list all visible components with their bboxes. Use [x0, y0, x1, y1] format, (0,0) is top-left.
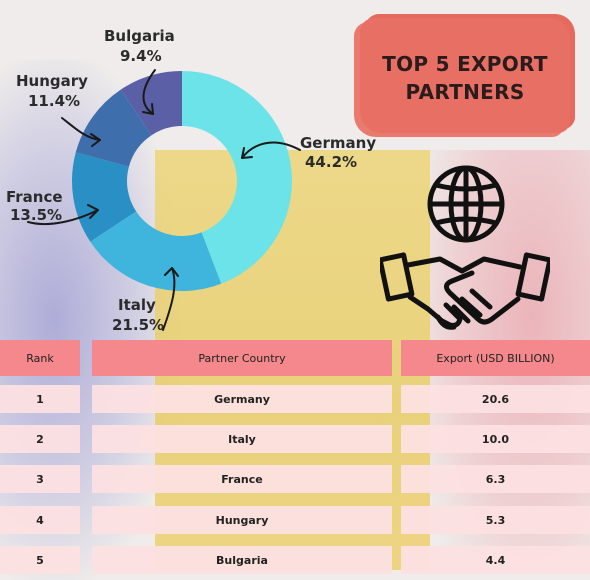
- cell-export: 5.3: [401, 506, 590, 534]
- label-hungary-name: Hungary: [16, 72, 88, 90]
- arrow-hungary-head: [90, 133, 101, 147]
- cell-rank: 5: [0, 546, 80, 574]
- slice-italy: [90, 211, 222, 291]
- cell-country: Germany: [92, 385, 392, 413]
- arrow-germany: [241, 141, 301, 159]
- slice-bulgaria: [120, 71, 182, 136]
- slice-germany: [182, 71, 292, 284]
- label-bulgaria-value: 9.4%: [120, 47, 162, 65]
- cell-export: 4.4: [401, 546, 590, 574]
- header-export: Export (USD BILLION): [401, 340, 590, 376]
- arrow-italy-head: [164, 267, 179, 277]
- header-rank: Rank: [0, 340, 80, 376]
- arrow-bulgaria-head: [142, 103, 154, 115]
- cell-country: Italy: [92, 425, 392, 453]
- cell-export: 20.6: [401, 385, 590, 413]
- arrow-france-head: [87, 204, 99, 219]
- cell-country: France: [92, 465, 392, 493]
- label-hungary-value: 11.4%: [28, 92, 80, 110]
- arrow-italy: [162, 267, 176, 331]
- cell-rank: 3: [0, 465, 80, 493]
- cell-rank: 1: [0, 385, 80, 413]
- arrow-germany-head: [241, 147, 253, 159]
- slice-hungary: [75, 89, 152, 167]
- handshake-icon: [380, 252, 550, 330]
- label-germany-value: 44.2%: [305, 153, 357, 171]
- donut-chart: Germany 44.2% Italy 21.5% France 13.5% H…: [6, 27, 376, 334]
- label-france-name: France: [6, 188, 63, 206]
- export-table: Rank Partner Country Export (USD BILLION…: [0, 340, 590, 574]
- table-header: Rank Partner Country Export (USD BILLION…: [0, 340, 590, 376]
- title-banner: [360, 18, 570, 133]
- header-partner-country: Partner Country: [92, 340, 392, 376]
- chart-title: TOP 5 EXPORT PARTNERS: [382, 52, 548, 104]
- cell-rank: 2: [0, 425, 80, 453]
- label-italy-name: Italy: [118, 296, 156, 314]
- cell-rank: 4: [0, 506, 80, 534]
- label-france-value: 13.5%: [10, 206, 62, 224]
- arrow-hungary: [61, 117, 101, 141]
- globe-icon: [427, 165, 505, 243]
- label-germany-name: Germany: [300, 134, 376, 152]
- cell-export: 10.0: [401, 425, 590, 453]
- arrow-bulgaria: [142, 69, 156, 115]
- cell-country: Hungary: [92, 506, 392, 534]
- cell-country: Bulgaria: [92, 546, 392, 574]
- cell-export: 6.3: [401, 465, 590, 493]
- label-italy-value: 21.5%: [112, 316, 164, 334]
- arrow-france: [27, 209, 99, 226]
- label-bulgaria-name: Bulgaria: [104, 27, 175, 45]
- slice-france: [72, 152, 137, 242]
